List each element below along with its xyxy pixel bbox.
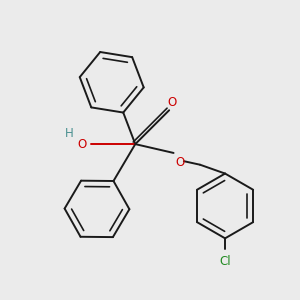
Text: O: O — [175, 156, 184, 169]
Text: H: H — [65, 127, 74, 140]
Text: Cl: Cl — [219, 254, 231, 268]
Text: O: O — [77, 138, 87, 151]
Text: O: O — [167, 96, 177, 110]
